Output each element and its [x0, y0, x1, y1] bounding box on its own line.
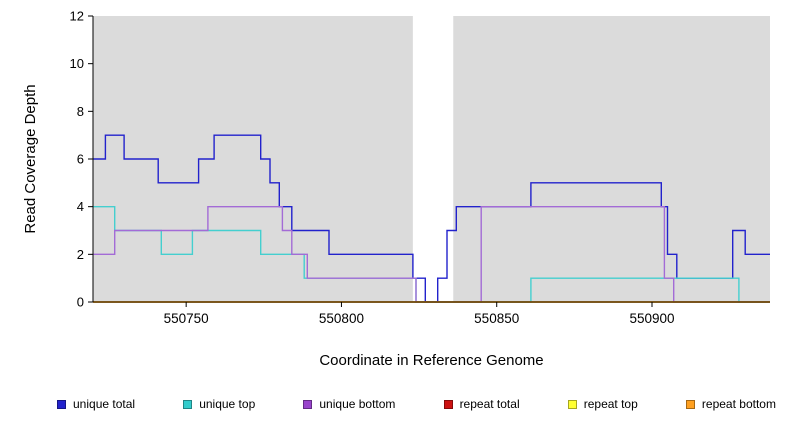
legend-item-repeat-total: repeat total	[443, 397, 520, 411]
legend-swatch-icon	[567, 399, 577, 409]
x-tick-label: 550850	[474, 311, 519, 326]
x-tick-label: 550750	[164, 311, 209, 326]
y-tick-label: 6	[77, 152, 84, 167]
x-axis-label: Coordinate in Reference Genome	[319, 352, 544, 369]
y-tick-label: 4	[77, 199, 84, 214]
y-tick-label: 12	[70, 9, 84, 24]
y-tick-label: 8	[77, 104, 84, 119]
legend: unique total unique top unique bottom re…	[0, 397, 792, 411]
legend-item-unique-top: unique top	[183, 397, 255, 411]
legend-item-repeat-bottom: repeat bottom	[685, 397, 776, 411]
y-axis-label: Read Coverage Depth	[22, 84, 39, 234]
legend-swatch-icon	[57, 399, 66, 409]
series-line-unique-total	[93, 134, 770, 303]
legend-item-unique-bottom: unique bottom	[303, 397, 395, 411]
legend-label: unique total	[73, 397, 136, 411]
legend-label: unique top	[199, 397, 256, 411]
legend-label: repeat top	[583, 397, 638, 411]
series-line-unique-bottom	[93, 206, 770, 303]
legend-swatch-icon	[443, 399, 453, 409]
legend-item-repeat-top: repeat top	[567, 397, 638, 411]
y-tick-label: 2	[77, 247, 84, 262]
coverage-chart-canvas: 0 2 4 6 8 10 12 550750 550800 550850 550900	[70, 9, 770, 326]
y-tick-label: 0	[77, 295, 84, 310]
legend-swatch-icon	[183, 399, 193, 409]
legend-label: unique bottom	[319, 397, 396, 411]
legend-item-unique-total: unique total	[57, 397, 135, 411]
legend-label: repeat bottom	[701, 397, 776, 411]
legend-swatch-icon	[303, 399, 313, 409]
legend-swatch-icon	[685, 399, 695, 409]
legend-label: repeat total	[459, 397, 520, 411]
x-tick-label: 550900	[629, 311, 674, 326]
x-tick-label: 550800	[319, 311, 364, 326]
y-tick-label: 10	[70, 56, 84, 71]
